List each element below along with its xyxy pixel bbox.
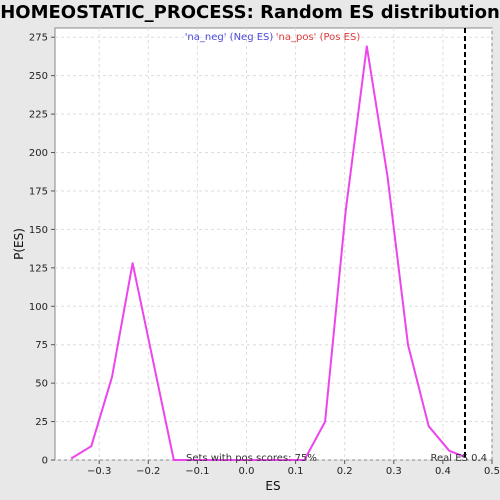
legend-neg-label: 'na_neg' (Neg ES) [185,32,274,43]
x-tick-label: 0.3 [386,466,402,477]
plot-area [54,27,493,461]
y-axis-label: P(ES) [12,228,26,260]
x-tick-label: −0.1 [185,466,209,477]
chart-title: HOMEOSTATIC_PROCESS: Random ES distribut… [0,2,500,23]
real-es-annotation: Real ES 0.4 [431,453,487,464]
y-tick-label: 25 [35,417,48,428]
y-tick-label: 225 [29,110,48,121]
y-tick-label: 0 [42,456,48,467]
x-tick-label: −0.2 [136,466,160,477]
y-axis-ticks: 0 25 50 75 100 125 150 175 200 225 250 275 [29,33,55,467]
y-tick-label: 275 [29,33,48,44]
series-group [70,28,466,461]
legend-pos-label: 'na_pos' (Pos ES) [276,32,361,43]
es-density-line [70,45,466,461]
y-tick-label: 175 [29,186,48,197]
y-tick-label: 250 [29,71,48,82]
y-tick-label: 100 [29,302,48,313]
x-axis-label: ES [265,479,280,493]
x-tick-label: 0.5 [484,466,500,477]
y-tick-label: 150 [29,225,48,236]
y-tick-label: 75 [35,340,48,351]
y-tick-label: 200 [29,148,48,159]
y-tick-label: 50 [35,379,48,390]
x-tick-label: −0.3 [87,466,111,477]
legend: 'na_neg' (Neg ES) 'na_pos' (Pos ES) [185,32,361,43]
x-tick-label: 0.4 [435,466,451,477]
x-tick-label: 0.0 [239,466,255,477]
y-tick-label: 125 [29,263,48,274]
pos-scores-annotation: Sets with pos scores: 75% [186,453,317,464]
x-axis-ticks: −0.3 −0.2 −0.1 0.0 0.1 0.2 0.3 0.4 0.5 [87,460,500,477]
x-tick-label: 0.1 [288,466,304,477]
x-tick-label: 0.2 [337,466,353,477]
